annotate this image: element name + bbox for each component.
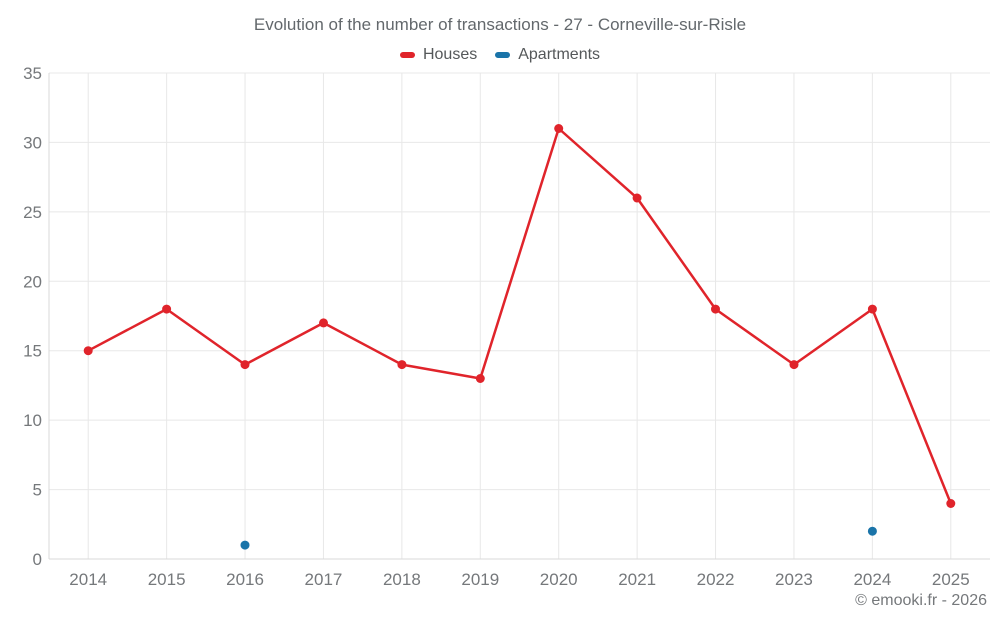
- x-tick-label: 2022: [697, 570, 735, 589]
- x-tick-label: 2015: [148, 570, 186, 589]
- y-tick-label: 30: [23, 133, 42, 152]
- houses-series-swatch-icon: [399, 52, 415, 58]
- y-tick-label: 10: [23, 411, 42, 430]
- houses-point-2018[interactable]: [397, 360, 407, 370]
- page-title: Evolution of the number of transactions …: [253, 15, 747, 34]
- houses-point-2022[interactable]: [711, 304, 720, 314]
- houses-point-2019[interactable]: [475, 374, 485, 383]
- x-tick-label: 2020: [540, 570, 578, 589]
- houses-point-2016[interactable]: [240, 360, 250, 370]
- houses-point-2021[interactable]: [632, 193, 642, 203]
- y-tick-label: 0: [33, 550, 42, 569]
- houses-point-2017[interactable]: [319, 318, 328, 328]
- x-tick-label: 2025: [932, 570, 970, 589]
- legend-label-houses: Houses: [422, 46, 478, 63]
- y-tick-label: 25: [23, 203, 42, 222]
- apartments-series-swatch-icon: [495, 52, 511, 58]
- x-tick-label: 2016: [226, 570, 264, 589]
- legend-item-houses[interactable]: Houses: [399, 46, 478, 64]
- houses-point-2020[interactable]: [554, 124, 564, 133]
- x-tick-label: 2017: [305, 570, 343, 589]
- legend-item-apartments[interactable]: Apartments: [495, 46, 600, 64]
- houses-point-2023[interactable]: [789, 360, 799, 370]
- houses-series-line: [86, 127, 953, 505]
- y-tick-label: 5: [33, 481, 42, 500]
- x-tick-label: 2014: [69, 570, 107, 589]
- houses-point-2014[interactable]: [83, 346, 93, 356]
- legend: Houses Apartments: [0, 46, 1000, 64]
- houses-point-2015[interactable]: [162, 304, 172, 314]
- x-tick-label: 2018: [383, 570, 421, 589]
- apartments-point-2024[interactable]: [867, 526, 877, 536]
- x-tick-label: 2023: [775, 570, 813, 589]
- y-tick-label: 15: [23, 342, 42, 361]
- apartments-point-2016[interactable]: [240, 540, 250, 550]
- copyright-credit: © emooki.fr - 2026: [855, 592, 987, 609]
- houses-point-2025[interactable]: [946, 499, 956, 508]
- y-tick-label: 35: [23, 64, 42, 83]
- legend-label-apartments: Apartments: [518, 46, 601, 63]
- x-tick-label: 2024: [853, 570, 891, 589]
- x-tick-label: 2021: [618, 570, 656, 589]
- x-tick-label: 2019: [461, 570, 499, 589]
- houses-point-2024[interactable]: [867, 304, 877, 314]
- y-tick-label: 20: [23, 272, 42, 291]
